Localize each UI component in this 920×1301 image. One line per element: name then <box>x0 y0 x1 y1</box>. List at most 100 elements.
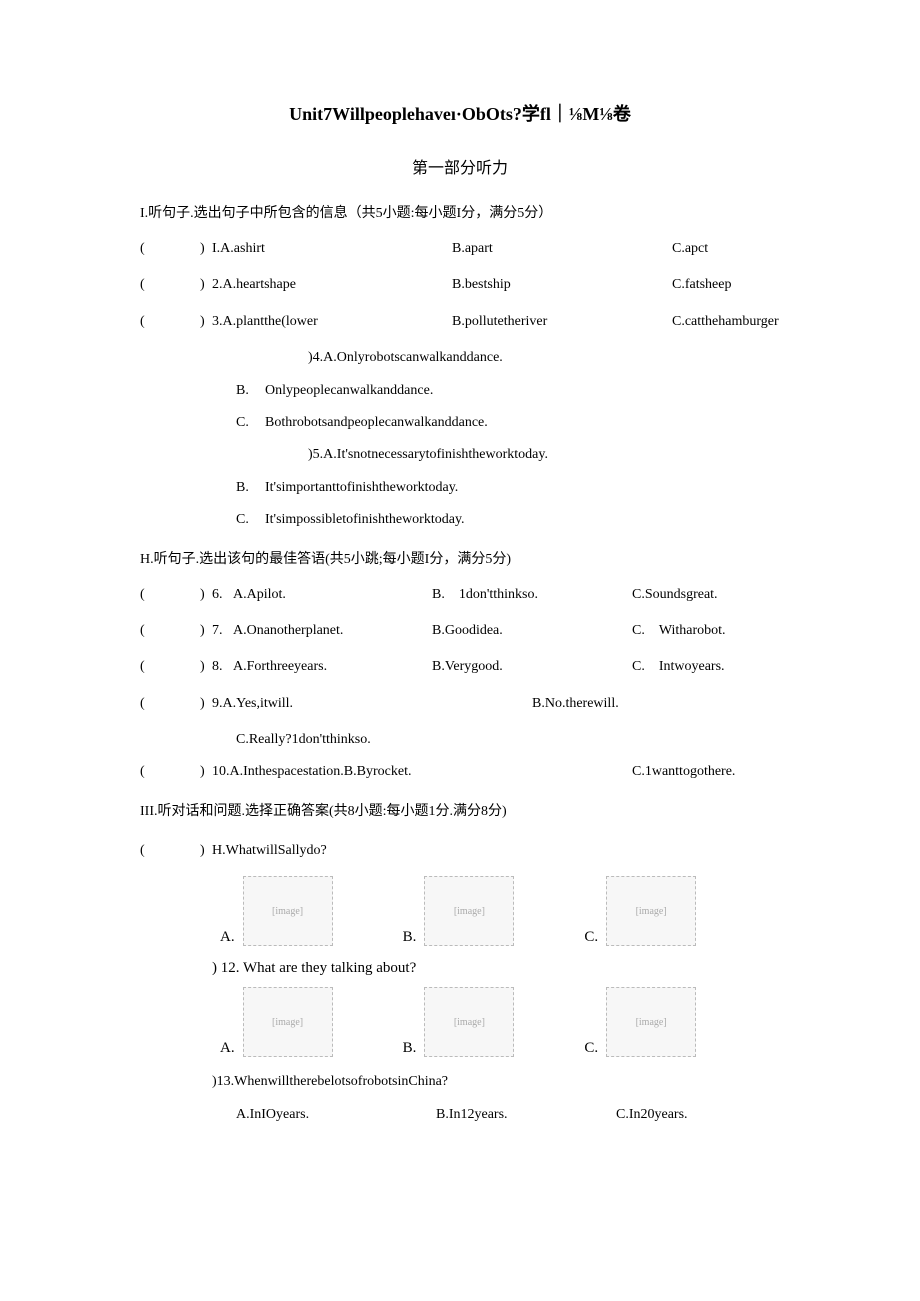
img-label-b: B. <box>403 929 417 946</box>
q13-a: A.InIOyears. <box>236 1104 436 1126</box>
paren-right: ) <box>200 584 212 606</box>
paren-left: ( <box>140 238 152 260</box>
q12-img-a: [image] <box>243 987 333 1057</box>
q11-img-c: [image] <box>606 876 696 946</box>
question-5: )5.A.It'snotnecessarytofinishtheworktoda… <box>212 444 780 466</box>
q12-img-b: [image] <box>424 987 514 1057</box>
question-13: )13.WhenwilltherebelotsofrobotsinChina? <box>212 1071 780 1093</box>
paren-left: ( <box>140 620 152 642</box>
q13-c: C.In20years. <box>616 1104 688 1126</box>
section-1-heading: I.听句子.选出句子中所包含的信息（共5小题:每小题I分，满分5分） <box>140 202 780 222</box>
q7-c: Witharobot. <box>659 623 726 638</box>
section-subtitle: 第一部分听力 <box>140 154 780 178</box>
q9-num: 9. <box>212 696 223 711</box>
q6-b: 1don'tthinkso. <box>459 587 538 602</box>
paren-left: ( <box>140 656 152 678</box>
question-3: ( ) 3.A.plantthe(lower B.pollutetheriver… <box>140 311 780 333</box>
q3-a: A.plantthe(lower <box>223 314 318 329</box>
q4-a: A.Onlyrobotscanwalkanddance. <box>323 350 503 365</box>
q9-c-row: C.Really?1don'tthinkso. <box>236 729 780 751</box>
q12-img-c: [image] <box>606 987 696 1057</box>
q7-num: 7. <box>212 623 223 638</box>
q6-bpre: B. <box>432 587 445 602</box>
q2-a: A.heartshape <box>223 277 296 292</box>
q4-b-row: B. Onlypeoplecanwalkanddance. <box>236 380 780 402</box>
question-6: ( ) 6. A.Apilot. B. 1don'tthinkso. C.Sou… <box>140 584 780 606</box>
paren-left: ( <box>140 761 152 783</box>
paren-right: ) <box>200 761 212 783</box>
paren-right: ) <box>200 238 212 260</box>
img-label-c: C. <box>584 1040 598 1057</box>
label-b: B. <box>236 380 258 402</box>
paren-right: ) <box>200 620 212 642</box>
q6-num: 6. <box>212 587 223 602</box>
q10-ab: A.Inthespacestation.B.Byrocket. <box>230 764 412 779</box>
q11-images: A. [image] B. [image] C. [image] <box>220 876 780 946</box>
q1-b: B.apart <box>452 238 672 260</box>
q10-c: C.1wanttogothere. <box>632 761 735 783</box>
document-title: Unit7Willpeoplehaveı·ObOts?学fl｜⅛M⅛卷 <box>140 100 780 126</box>
q7-a: A.Onanotherplanet. <box>233 623 343 638</box>
question-4: )4.A.Onlyrobotscanwalkanddance. <box>212 347 780 369</box>
q5-c: It'simpossibletofinishtheworktoday. <box>265 512 465 527</box>
paren-left: ( <box>140 584 152 606</box>
q3-b: B.pollutetheriver <box>452 311 672 333</box>
q8-c: Intwoyears. <box>659 659 725 674</box>
q1-num: I. <box>212 241 220 256</box>
q3-c: C.catthehamburger <box>672 311 779 333</box>
q12-images: A. [image] B. [image] C. [image] <box>220 987 780 1057</box>
q3-num: 3. <box>212 314 223 329</box>
q11-text: WhatwillSallydo? <box>226 843 327 858</box>
q2-b: B.bestship <box>452 274 672 296</box>
label-b: B. <box>236 477 258 499</box>
img-label-c: C. <box>584 929 598 946</box>
paren-left: ( <box>140 274 152 296</box>
q9-a: A.Yes,itwill. <box>223 696 294 711</box>
question-7: ( ) 7. A.Onanotherplanet. B.Goodidea. C.… <box>140 620 780 642</box>
q4-num: 4. <box>313 350 324 365</box>
q11-img-b: [image] <box>424 876 514 946</box>
question-11: ( ) H.WhatwillSallydo? <box>140 840 780 862</box>
q9-b: B.No.therewill. <box>532 693 619 715</box>
q4-b: Onlypeoplecanwalkanddance. <box>265 383 433 398</box>
paren-right: ) <box>200 693 212 715</box>
q7-cpre: C. <box>632 623 645 638</box>
q5-num: 5. <box>313 447 324 462</box>
label-c: C. <box>236 509 258 531</box>
q11-img-a: [image] <box>243 876 333 946</box>
paren-right: ) <box>200 656 212 678</box>
q8-num: 8. <box>212 659 223 674</box>
q5-b: It'simportanttofinishtheworktoday. <box>265 480 458 495</box>
q5-c-row: C. It'simpossibletofinishtheworktoday. <box>236 509 780 531</box>
q11-num: H. <box>212 843 226 858</box>
q6-a: A.Apilot. <box>233 587 286 602</box>
q1-c: C.apct <box>672 238 708 260</box>
q10-num: 10. <box>212 764 230 779</box>
q6-c: C.Soundsgreat. <box>632 584 718 606</box>
img-label-a: A. <box>220 929 235 946</box>
question-13-options: A.InIOyears. B.In12years. C.In20years. <box>236 1104 780 1126</box>
paren-right: ) <box>200 311 212 333</box>
section-3-heading: III.听对话和问题.选择正确答案(共8小题:每小题1分.满分8分) <box>140 800 780 820</box>
q5-a: A.It'snotnecessarytofinishtheworktoday. <box>323 447 548 462</box>
q8-cpre: C. <box>632 659 645 674</box>
q5-b-row: B. It'simportanttofinishtheworktoday. <box>236 477 780 499</box>
q7-b: B.Goodidea. <box>432 620 632 642</box>
question-8: ( ) 8. A.Forthreeyears. B.Verygood. C. I… <box>140 656 780 678</box>
question-12: ) 12. What are they talking about? <box>212 960 780 977</box>
q2-num: 2. <box>212 277 223 292</box>
paren-right: ) <box>200 840 212 862</box>
q13-num: 13. <box>217 1074 235 1089</box>
q13-b: B.In12years. <box>436 1104 616 1126</box>
q8-b: B.Verygood. <box>432 656 632 678</box>
q2-c: C.fatsheep <box>672 274 731 296</box>
img-label-a: A. <box>220 1040 235 1057</box>
img-label-b: B. <box>403 1040 417 1057</box>
q13-text: WhenwilltherebelotsofrobotsinChina? <box>234 1074 448 1089</box>
question-1: ( ) I.A.ashirt B.apart C.apct <box>140 238 780 260</box>
paren-left: ( <box>140 840 152 862</box>
q8-a: A.Forthreeyears. <box>233 659 327 674</box>
q4-c: Bothrobotsandpeoplecanwalkanddance. <box>265 415 488 430</box>
paren-right: ) <box>200 274 212 296</box>
section-2-heading: H.听句子.选出该句的最佳答语(共5小跳;每小题I分，满分5分) <box>140 548 780 568</box>
